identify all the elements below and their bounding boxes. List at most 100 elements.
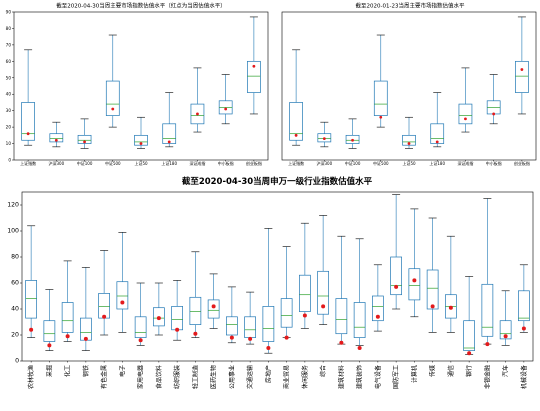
chart-title: 截至2020-01-23当周主要市场指数估值水平 [356, 2, 465, 10]
box-4 [373, 34, 388, 128]
category-label: 休闲服务 [301, 365, 309, 389]
box-iqr [134, 134, 148, 146]
category-label: 传媒 [429, 365, 437, 377]
current-value-point [266, 346, 271, 350]
category-label: 中小板指 [218, 160, 234, 166]
box-13 [244, 291, 256, 345]
box-iqr [518, 290, 530, 322]
box-iqr [390, 256, 402, 296]
box-20 [372, 264, 384, 332]
box-5 [98, 250, 110, 336]
box-iqr [373, 80, 388, 116]
category-label: 电子 [118, 365, 126, 377]
current-value-point [83, 336, 88, 341]
category-label: 采掘 [45, 365, 53, 377]
box-6 [162, 92, 177, 148]
current-value-point [339, 340, 344, 345]
current-value-point [211, 304, 216, 309]
box-27 [499, 290, 512, 346]
box-iqr [98, 293, 110, 319]
category-label: 电气设备 [374, 365, 382, 389]
category-label: 房地产 [264, 365, 272, 383]
box-iqr [426, 269, 439, 310]
chart-sw-industries-20200430: 截至2020-04-30当周申万一级行业指数估值水平 0 20 40 60 80 100 12… [7, 176, 534, 389]
current-value-point [111, 107, 115, 111]
y-tick-label: 0 [8, 158, 11, 163]
box-iqr [408, 268, 421, 301]
box-iqr [171, 306, 183, 331]
y-tick-label: 40 [6, 92, 12, 97]
box-11 [207, 273, 220, 329]
category-label: 国防军工 [392, 365, 400, 389]
box-17 [317, 215, 329, 325]
box-iqr [77, 134, 92, 144]
box-iqr [353, 302, 366, 338]
box-iqr [280, 298, 293, 328]
box-iqr [21, 102, 35, 141]
box-iqr [153, 307, 165, 327]
current-value-point [448, 305, 453, 310]
box-1 [21, 49, 35, 146]
box-iqr [247, 60, 261, 93]
current-value-point [294, 133, 298, 137]
current-value-point [485, 342, 490, 347]
plot-frame [13, 11, 269, 161]
category-label: 沪深300 [49, 160, 65, 166]
y-tick-label: 40 [11, 306, 19, 313]
category-label: 轻工制造 [191, 365, 199, 389]
box-iqr [116, 281, 129, 310]
current-value-point [83, 140, 86, 144]
box-iqr [134, 316, 147, 338]
box-2 [317, 121, 332, 148]
box-16 [299, 222, 311, 329]
box-iqr [345, 134, 360, 144]
category-label: 中证100 [77, 160, 93, 166]
current-value-point [467, 351, 472, 356]
box-iqr [335, 298, 348, 335]
current-value-point [492, 112, 496, 116]
category-label: 创业板指 [514, 160, 530, 166]
box-iqr [458, 103, 473, 125]
y-tick-label: 30 [6, 108, 12, 113]
current-value-point [139, 142, 143, 145]
category-label: 上证50 [134, 160, 148, 166]
box-6 [430, 92, 445, 148]
box-8 [486, 74, 501, 125]
box-24 [445, 235, 457, 333]
category-label: 钢铁 [82, 365, 90, 377]
box-7 [134, 282, 147, 346]
box-iqr [80, 317, 92, 341]
box-iqr [463, 320, 475, 351]
current-value-point [248, 336, 253, 341]
category-label: 中证500 [373, 160, 389, 166]
category-label: 机械设备 [520, 365, 528, 389]
category-label: 银行 [465, 365, 473, 377]
box-iqr [207, 299, 220, 319]
category-label: 商业贸易 [283, 365, 291, 389]
chart-title: 截至2020-04-30当周主要市场指数估值水平（红点为当周估值水平） [56, 2, 225, 10]
y-tick-label: 70 [6, 42, 12, 47]
box-22 [408, 208, 421, 318]
box-iqr [25, 280, 37, 319]
box-iqr [49, 133, 64, 143]
current-value-point [54, 138, 58, 142]
category-label: 纺织服装 [173, 365, 181, 389]
y-tick-label: 90 [6, 10, 12, 15]
current-value-point [102, 314, 107, 319]
box-28 [518, 264, 530, 333]
box-iqr [515, 60, 529, 93]
box-iqr [317, 133, 332, 143]
box-iqr [499, 320, 512, 340]
box-iqr [61, 302, 74, 333]
category-label: 上证指数 [20, 160, 36, 166]
y-tick-label: 0 [15, 358, 19, 365]
category-label: 综合 [319, 365, 327, 377]
current-value-point [26, 132, 30, 136]
plot-frame [21, 191, 534, 362]
box-iqr [105, 80, 120, 116]
current-value-point [193, 331, 198, 336]
box-3 [77, 118, 92, 149]
category-label: 食品饮料 [155, 365, 163, 389]
current-value-point [167, 140, 171, 144]
